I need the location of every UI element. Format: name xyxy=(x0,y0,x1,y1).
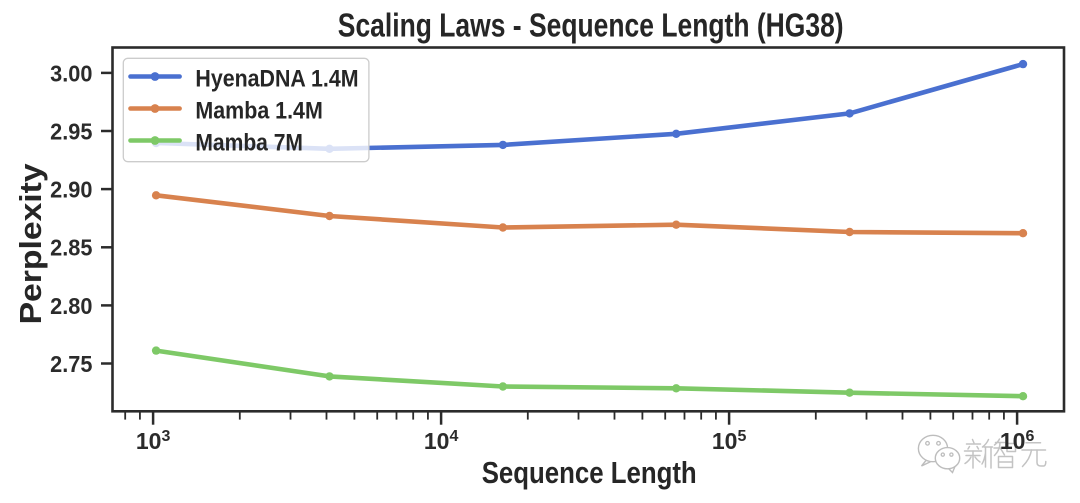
svg-text:2.75: 2.75 xyxy=(50,351,92,377)
svg-text:Perplexity: Perplexity xyxy=(13,163,47,324)
svg-text:2.80: 2.80 xyxy=(50,293,92,319)
svg-text:Mamba 1.4M: Mamba 1.4M xyxy=(195,96,322,123)
svg-text:HyenaDNA 1.4M: HyenaDNA 1.4M xyxy=(195,64,358,91)
svg-text:Sequence Length: Sequence Length xyxy=(482,455,697,490)
svg-text:3.00: 3.00 xyxy=(50,61,92,87)
svg-text:2.90: 2.90 xyxy=(50,177,92,203)
svg-text:Scaling Laws - Sequence Length: Scaling Laws - Sequence Length (HG38) xyxy=(338,8,844,44)
svg-text:2.85: 2.85 xyxy=(50,235,92,261)
svg-text:Mamba 7M: Mamba 7M xyxy=(195,129,303,156)
svg-text:2.95: 2.95 xyxy=(50,119,92,145)
